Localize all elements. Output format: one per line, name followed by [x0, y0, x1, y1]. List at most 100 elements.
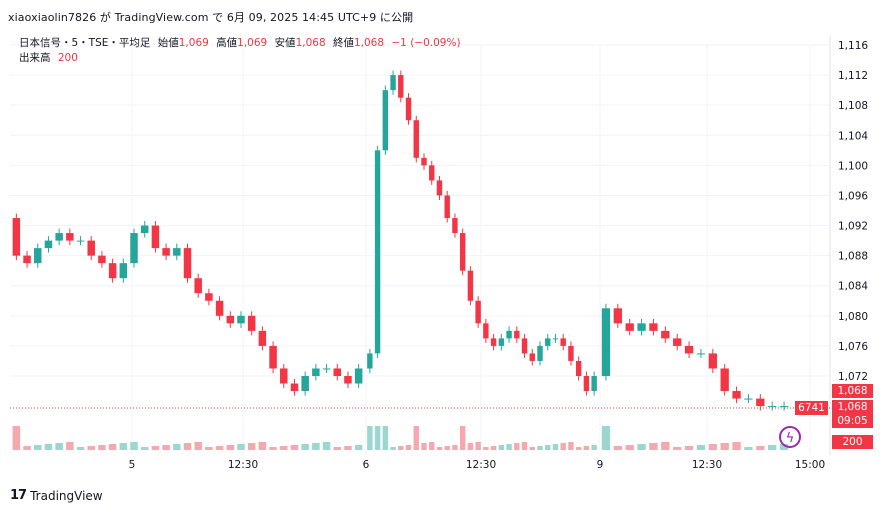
y-tick-label: 1,084: [838, 281, 868, 293]
candle: [76, 240, 85, 242]
candle: [119, 263, 128, 279]
volume-bar: [108, 444, 117, 450]
candle: [483, 323, 489, 339]
candle: [421, 157, 427, 166]
candle: [552, 338, 559, 340]
y-tick-label: 1,072: [838, 371, 868, 383]
volume-bar: [732, 442, 741, 450]
y-tick-label: 1,100: [838, 160, 868, 172]
volume-bar: [66, 442, 74, 450]
candle: [390, 75, 396, 91]
candle: [33, 248, 42, 264]
volume-bar: [779, 444, 789, 450]
volume-bar: [490, 446, 497, 450]
candle: [322, 368, 331, 370]
volume-bar: [436, 447, 443, 450]
candle: [768, 406, 777, 408]
candle: [467, 270, 474, 301]
volume-bar: [661, 442, 670, 450]
volume-bar: [390, 447, 396, 450]
candle: [367, 353, 373, 369]
volume-bar: [583, 446, 590, 450]
volume-bar: [76, 447, 85, 450]
candle: [374, 150, 381, 354]
candle: [226, 315, 235, 324]
candle: [720, 368, 729, 392]
countdown-tag: 09:05: [832, 414, 873, 428]
candle: [55, 233, 63, 241]
volume-bar: [55, 443, 63, 450]
volume-bar: [333, 447, 342, 450]
candle: [87, 240, 95, 256]
volume-bar: [226, 445, 235, 450]
y-tick-label: 1,104: [838, 130, 868, 142]
volume-bar: [613, 446, 622, 450]
candle: [140, 225, 149, 234]
y-tick-label: 1,096: [838, 190, 868, 202]
volume-bar: [625, 445, 634, 450]
candle: [108, 263, 117, 279]
tradingview-logo-icon: 17: [10, 488, 27, 503]
x-tick-label: 15:00: [795, 459, 825, 471]
legend-volume: 200: [57, 52, 78, 64]
candle: [459, 233, 466, 271]
volume-bar: [720, 443, 729, 450]
candle: [173, 248, 181, 256]
x-tick-label: 9: [597, 459, 604, 471]
candle: [560, 338, 566, 346]
volume-bar: [552, 444, 559, 450]
candle: [413, 120, 419, 158]
candle: [514, 330, 520, 339]
volume-bar: [44, 444, 53, 450]
volume-bar: [269, 447, 277, 450]
x-tick-label: 6: [363, 459, 370, 471]
volume-bars: [12, 426, 789, 450]
lightning-icon[interactable]: ϟ: [779, 426, 801, 448]
volume-bar: [280, 446, 288, 450]
volume-bar: [140, 447, 149, 450]
volume-bar: [514, 443, 520, 450]
x-tick-label: 12:30: [466, 459, 496, 471]
last-price-tag: 1,068: [832, 384, 873, 398]
price-axis: 1,116 1,112 1,108 1,104 1,100 1,096 1,092 1,088…: [838, 40, 868, 383]
volume-bar: [413, 426, 419, 450]
volume-bar: [290, 445, 299, 450]
volume-bar: [444, 446, 450, 450]
candles: [12, 70, 789, 411]
volume-bar: [768, 445, 777, 450]
volume-bar: [467, 443, 474, 450]
volume-bar: [382, 426, 389, 450]
volume-bar: [194, 442, 202, 450]
candle: [568, 345, 574, 361]
volume-bar: [506, 444, 512, 450]
volume-bar: [537, 446, 543, 450]
volume-bar: [591, 445, 597, 450]
volume-bar: [575, 447, 582, 450]
candle: [529, 353, 535, 361]
candle: [661, 330, 670, 339]
candle: [506, 330, 512, 339]
candle: [44, 240, 53, 249]
candle: [333, 368, 342, 376]
volume-bar: [649, 443, 658, 450]
candle: [779, 406, 789, 408]
chart-panel: 1,116 1,112 1,108 1,104 1,100 1,096 1,092 1,088…: [10, 36, 868, 471]
volume-bar: [258, 442, 267, 450]
volume-bar: [452, 445, 458, 450]
legend-symbol: 日本信号・5・TSE・平均足: [19, 37, 151, 49]
volume-bar: [33, 445, 42, 450]
volume-bar: [498, 445, 505, 450]
volume-bar: [119, 443, 128, 450]
candle: [673, 338, 682, 346]
volume-bar: [429, 442, 435, 450]
volume-bar: [301, 444, 309, 450]
volume-bar: [673, 447, 682, 450]
volume-bar: [684, 446, 694, 450]
candle: [405, 97, 412, 121]
volume-bar: [521, 442, 528, 450]
x-tick-label: 12:30: [228, 459, 258, 471]
volume-bar: [130, 442, 138, 450]
candle: [490, 338, 497, 346]
candle: [575, 360, 582, 376]
candle: [613, 308, 622, 324]
